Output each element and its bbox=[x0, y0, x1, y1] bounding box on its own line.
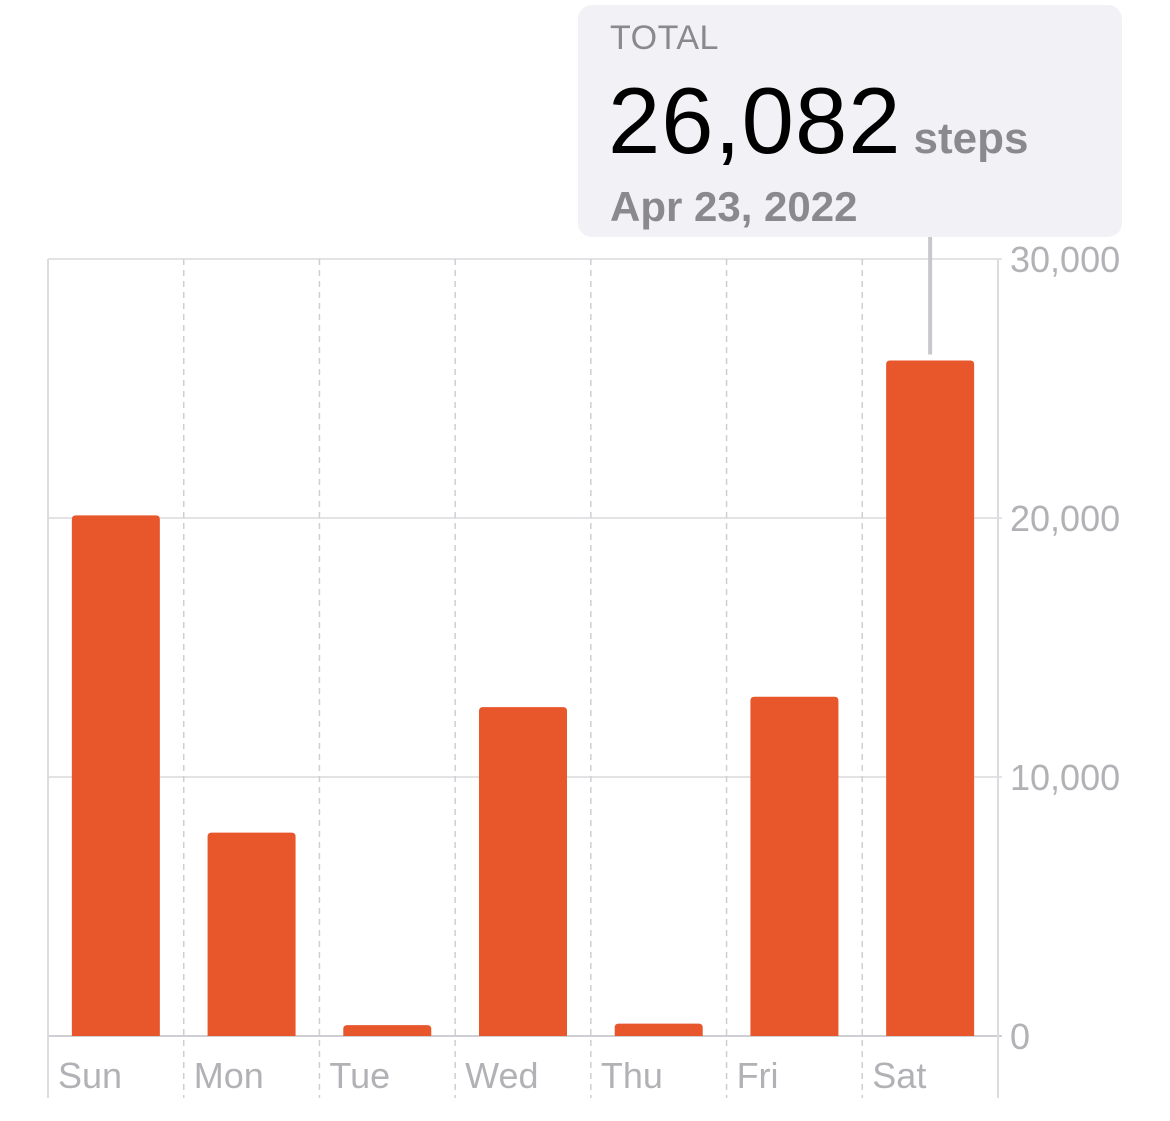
x-tick-label-sat: Sat bbox=[872, 1055, 926, 1096]
x-tick-label-sun: Sun bbox=[58, 1055, 122, 1096]
bar-sat[interactable] bbox=[886, 360, 975, 1036]
bar-tue[interactable] bbox=[343, 1025, 432, 1036]
bar-fri[interactable] bbox=[750, 696, 839, 1036]
y-tick-label: 10,000 bbox=[1010, 757, 1120, 798]
total-callout: TOTAL 26,082 steps Apr 23, 2022 bbox=[578, 5, 1122, 237]
bar-sun[interactable] bbox=[71, 515, 160, 1036]
bar-thu[interactable] bbox=[614, 1023, 703, 1036]
chart-grid bbox=[47, 258, 1002, 1098]
bar-mon[interactable] bbox=[207, 832, 296, 1036]
callout-value: 26,082 bbox=[608, 68, 902, 173]
x-axis-labels: Sun Mon Tue Wed Thu Fri Sat bbox=[58, 1055, 926, 1096]
y-tick-label: 0 bbox=[1010, 1016, 1030, 1057]
callout-value-row: 26,082 steps bbox=[608, 67, 1028, 175]
x-tick-label-wed: Wed bbox=[465, 1055, 538, 1096]
x-tick-label-tue: Tue bbox=[329, 1055, 390, 1096]
x-tick-label-thu: Thu bbox=[601, 1055, 663, 1096]
y-tick-label: 20,000 bbox=[1010, 498, 1120, 539]
x-tick-label-mon: Mon bbox=[194, 1055, 264, 1096]
x-tick-label-fri: Fri bbox=[737, 1055, 779, 1096]
y-tick-label: 30,000 bbox=[1010, 239, 1120, 280]
y-axis-labels: 0 10,000 20,000 30,000 bbox=[1010, 239, 1120, 1057]
bar-wed[interactable] bbox=[479, 707, 567, 1036]
callout-unit: steps bbox=[913, 114, 1029, 163]
chart-bars bbox=[71, 360, 975, 1036]
callout-date: Apr 23, 2022 bbox=[610, 183, 858, 230]
callout-label: TOTAL bbox=[610, 19, 719, 57]
